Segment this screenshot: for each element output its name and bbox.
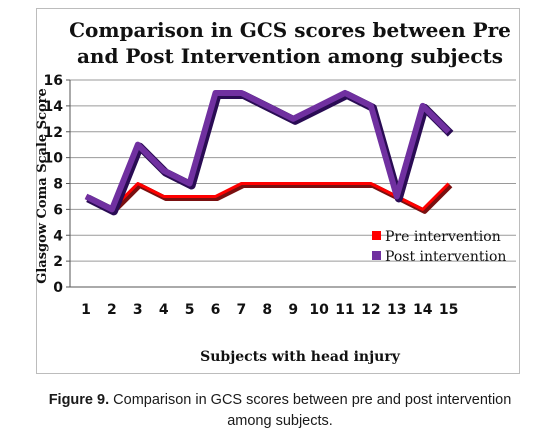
y-tick-label: 6 xyxy=(53,202,63,218)
x-tick-label: 3 xyxy=(133,302,143,318)
figure-caption: Figure 9. Comparison in GCS scores betwe… xyxy=(0,390,560,432)
x-tick-label: 5 xyxy=(185,302,195,318)
series-line xyxy=(85,182,450,211)
y-tick-label: 8 xyxy=(53,177,63,193)
y-tick-labels: 0 2 4 6 8 10 12 14 16 xyxy=(44,73,64,296)
x-tick-labels: 1 2 3 4 5 6 7 8 9 10 11 12 13 14 15 xyxy=(81,302,458,318)
x-tick-label: 10 xyxy=(309,302,329,318)
x-tick-label: 1 xyxy=(81,302,91,318)
axes xyxy=(66,79,516,288)
x-tick-label: 13 xyxy=(387,302,406,318)
x-tick-label: 12 xyxy=(361,302,380,318)
series-post-intervention xyxy=(84,89,454,216)
caption-text-line-1: Comparison in GCS scores between pre and… xyxy=(109,392,512,408)
y-tick-label: 4 xyxy=(53,228,63,244)
x-tick-label: 6 xyxy=(211,302,221,318)
x-tick-label: 15 xyxy=(439,302,458,318)
x-tick-label: 2 xyxy=(107,302,117,318)
y-tick-label: 16 xyxy=(44,73,63,89)
x-tick-label: 4 xyxy=(159,302,169,318)
x-tick-label: 7 xyxy=(237,302,247,318)
series-lines xyxy=(84,89,454,216)
caption-text-line-2: among subjects. xyxy=(227,413,333,429)
caption-figure-label: Figure 9. xyxy=(48,392,110,408)
gcs-line-chart: Comparison in GCS scores between Pre and… xyxy=(35,18,516,365)
gridlines xyxy=(70,79,516,262)
x-tick-label: 11 xyxy=(335,302,354,318)
legend-label: Post intervention xyxy=(385,249,506,265)
series-line xyxy=(84,89,451,213)
series-pre-intervention xyxy=(85,182,453,214)
y-tick-label: 14 xyxy=(44,99,64,115)
chart-title-line-2: and Post Intervention among subjects xyxy=(77,44,503,68)
y-tick-label: 12 xyxy=(44,125,63,141)
x-axis-label: Subjects with head injury xyxy=(200,349,401,365)
legend: Pre intervention Post intervention xyxy=(372,229,506,265)
legend-swatch xyxy=(372,251,381,260)
chart-title-line-1: Comparison in GCS scores between Pre xyxy=(69,18,511,42)
legend-swatch xyxy=(372,231,381,240)
y-axis-label: Glasgow Coma Scale Score xyxy=(35,88,50,284)
x-tick-label: 9 xyxy=(288,302,298,318)
x-tick-label: 8 xyxy=(262,302,272,318)
y-tick-label: 0 xyxy=(53,280,63,296)
y-tick-label: 10 xyxy=(44,151,64,167)
x-tick-label: 14 xyxy=(413,302,433,318)
legend-label: Pre intervention xyxy=(385,229,501,245)
y-tick-label: 2 xyxy=(53,254,63,270)
